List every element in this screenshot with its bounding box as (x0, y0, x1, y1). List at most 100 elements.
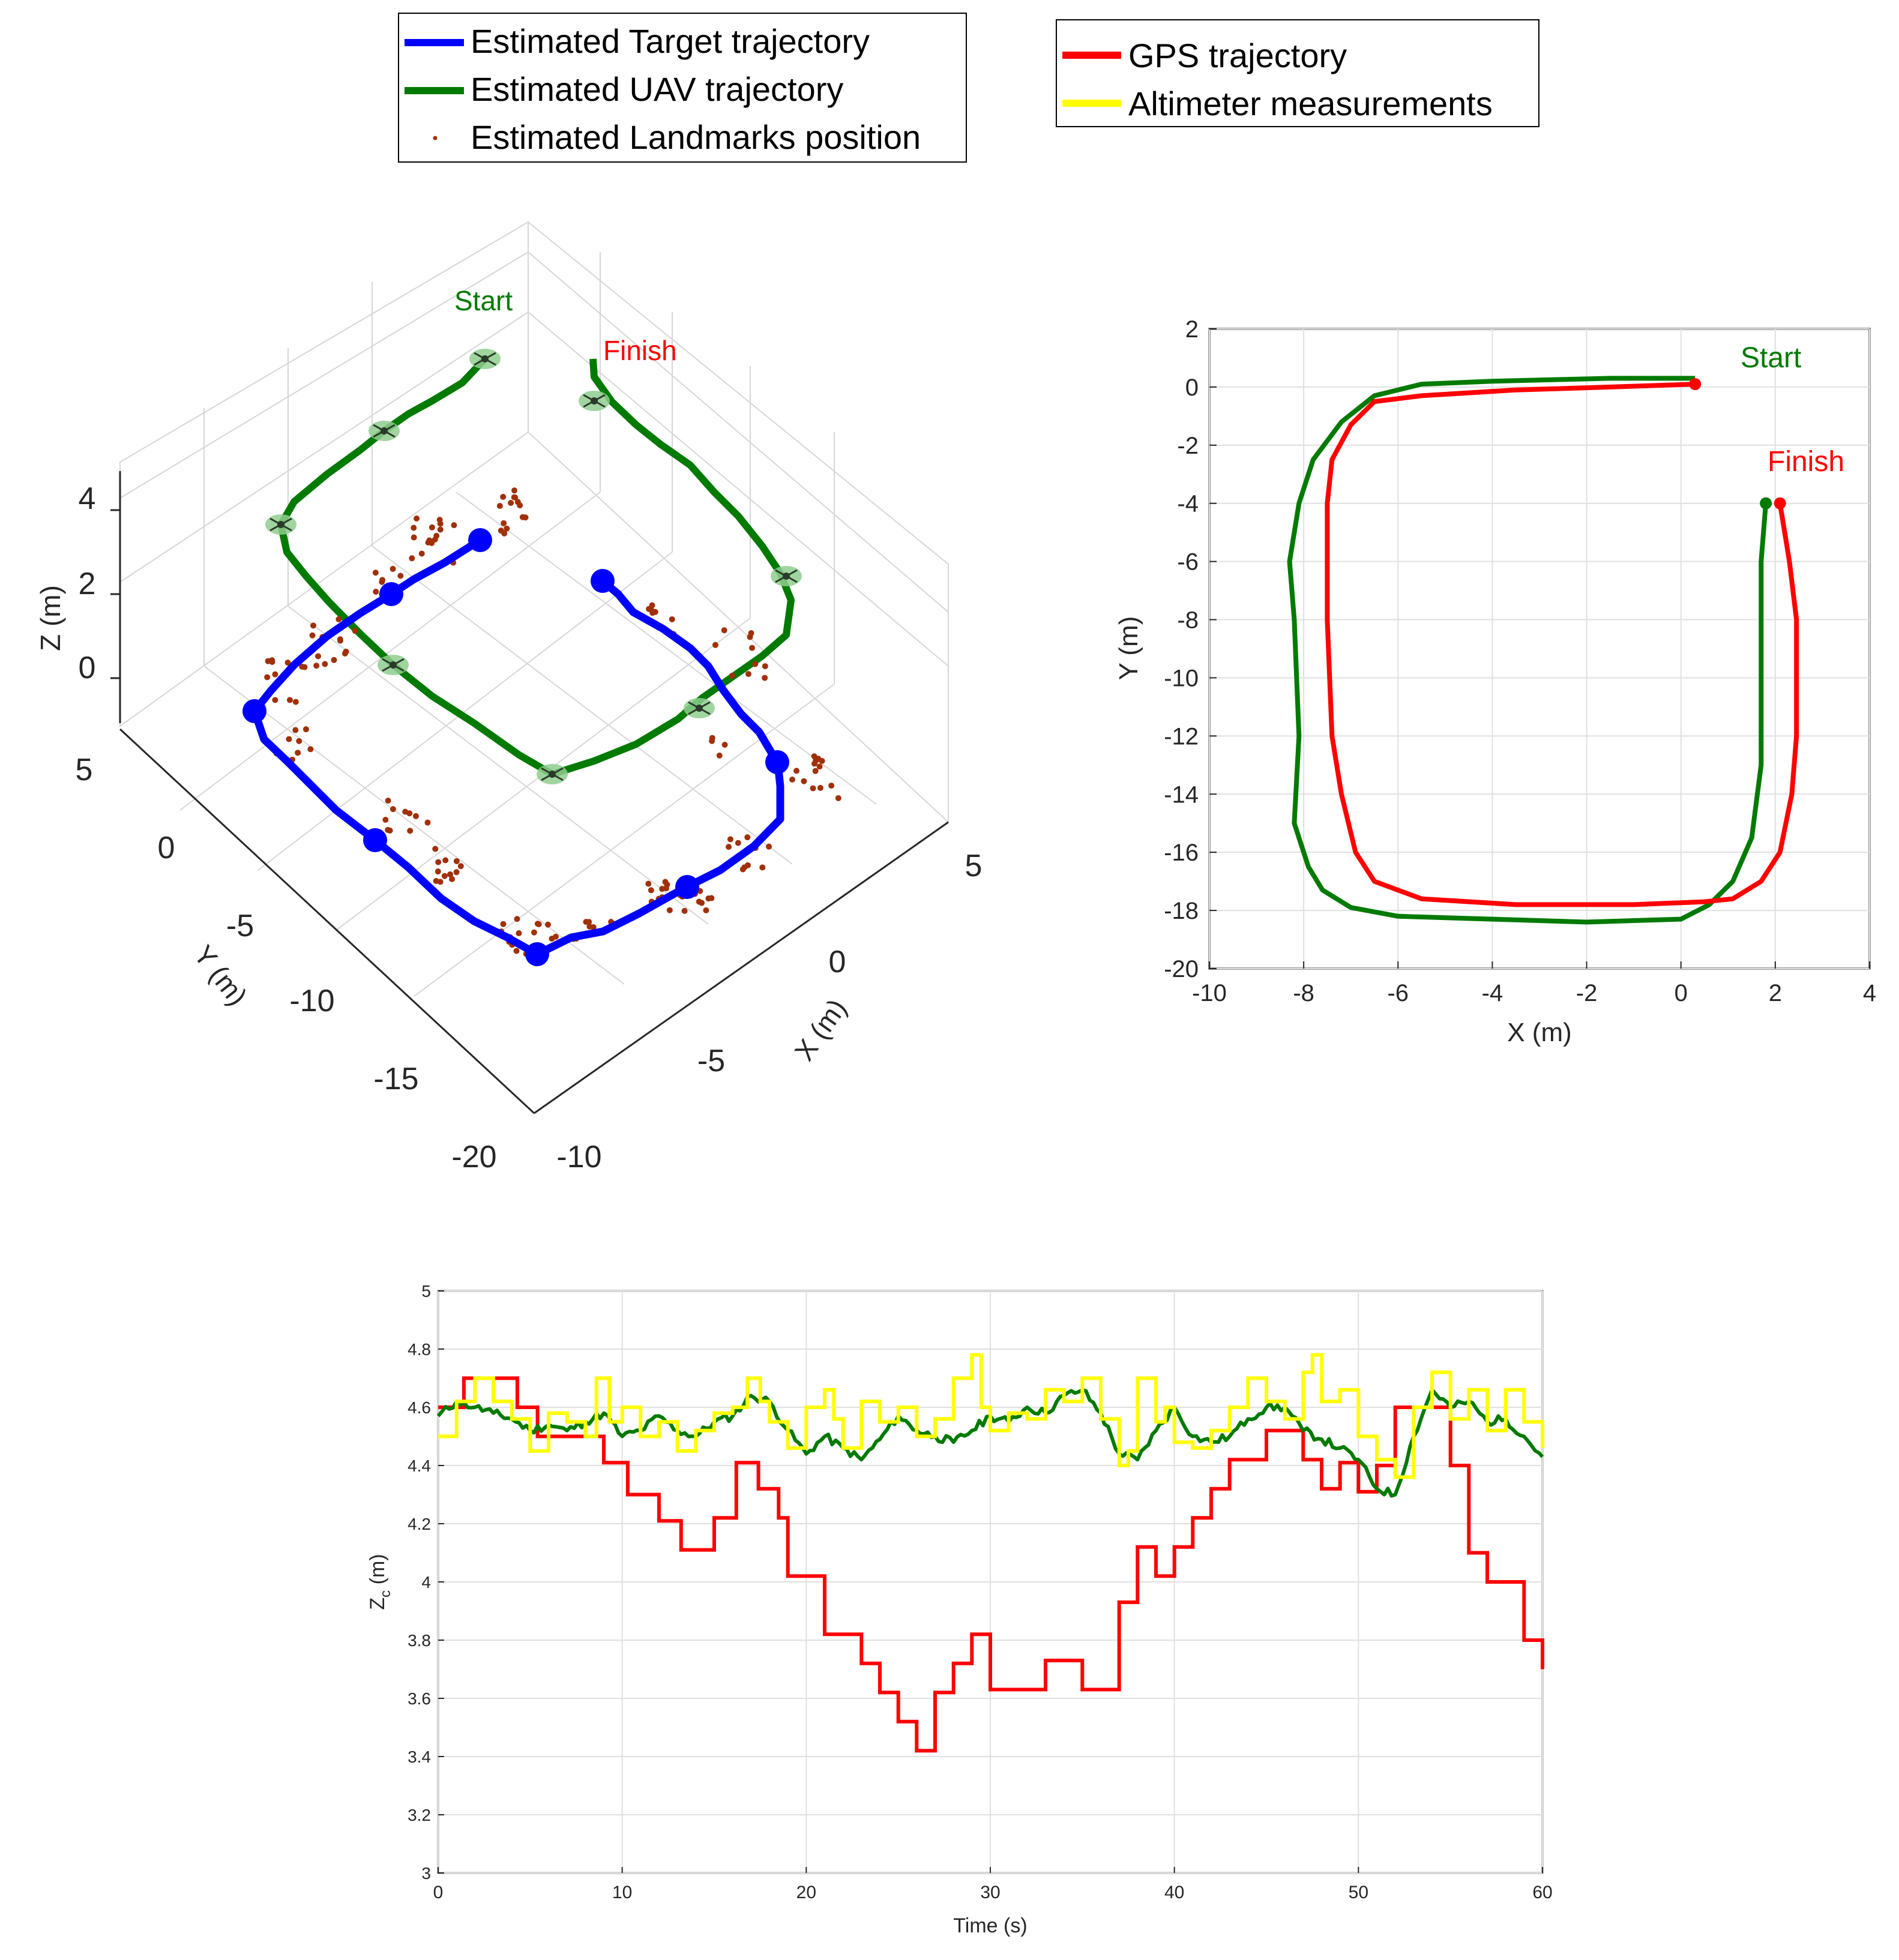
finish-label-3d: Finish (603, 335, 677, 366)
landmark-point (372, 570, 379, 576)
plot-3d: Start Finish 4 2 0 5 0 -5 -10 -15 -20 -1… (35, 221, 982, 1174)
plot2d-ytick-label: -2 (1177, 433, 1199, 459)
legend-landmark-label: Estimated Landmarks position (471, 118, 921, 156)
landmark-point (411, 525, 417, 531)
landmark-point (448, 876, 455, 882)
plotz-ticks: 0 10 20 30 40 50 60 5 4.8 4.6 4.4 4.2 4 3.8 3.6 3.4 3.2 3 (408, 1282, 1553, 1902)
landmark-point (514, 916, 520, 922)
landmark-point (739, 866, 746, 873)
landmark-point (721, 627, 727, 634)
landmark-point (511, 487, 518, 494)
landmark-point (716, 753, 723, 759)
target-waypoints-3d (242, 528, 789, 966)
landmark-point (828, 783, 835, 789)
uav-marker (265, 514, 296, 535)
target-waypoint (242, 699, 266, 723)
finish-label-2d: Finish (1768, 446, 1844, 478)
plotz-ytick-label: 5 (421, 1282, 431, 1300)
landmark-point (292, 727, 299, 733)
landmark-point (412, 813, 419, 819)
target-waypoint (363, 828, 387, 852)
plotz-xtick-label: 10 (612, 1883, 632, 1902)
landmark-point (432, 846, 439, 852)
uav-marker-hub (381, 427, 388, 434)
plotz-xtick-label: 60 (1532, 1883, 1552, 1902)
landmark-point (712, 642, 718, 648)
uav-end-marker (1760, 497, 1772, 510)
uav-markers-3d (265, 349, 802, 784)
landmark-point (652, 609, 658, 615)
plot2d-ylabel: Y (m) (1114, 616, 1143, 681)
landmark-point (411, 534, 417, 541)
y-tick: -20 (451, 1140, 496, 1174)
landmark-point (699, 900, 705, 906)
landmark-point (390, 806, 396, 813)
legend-uav-label: Estimated UAV trajectory (471, 70, 843, 108)
landmark-point (726, 844, 732, 850)
plot2d-ytick-label: -14 (1164, 781, 1199, 808)
legend-left: Estimated Target trajectory Estimated UA… (398, 13, 967, 163)
z-axis-label: Z (m) (35, 585, 66, 651)
landmark-point (429, 524, 435, 531)
landmark-point (292, 699, 299, 705)
uav-marker-hub (591, 397, 598, 404)
landmark-point (382, 817, 389, 823)
landmark-point (418, 550, 425, 557)
plot2d-grid (1209, 328, 1870, 969)
target-waypoint (591, 569, 615, 593)
landmark-point (816, 763, 823, 770)
landmark-point (762, 663, 768, 670)
gps-start-marker (1689, 378, 1702, 391)
landmark-point (535, 921, 542, 928)
landmark-point (549, 936, 555, 942)
plotz-ytick-label: 4.8 (408, 1340, 431, 1359)
plotz-xtick-label: 50 (1349, 1883, 1368, 1902)
uav-marker-hub (549, 771, 556, 778)
plot2d-xtick-label: -8 (1293, 980, 1314, 1006)
legend-gps-label: GPS trajectory (1128, 37, 1347, 74)
landmark-point (703, 907, 709, 913)
landmark-point (812, 768, 819, 774)
plot2d-ytick-label: -18 (1164, 898, 1199, 924)
target-waypoint (675, 875, 699, 899)
landmark-point (315, 653, 322, 660)
landmark-point (500, 493, 507, 500)
landmark-point (811, 753, 817, 760)
landmark-point (729, 672, 735, 679)
uav-trajectory-3d (277, 356, 795, 778)
y-tick: -10 (289, 984, 334, 1018)
landmark-point (435, 868, 441, 875)
landmark-point (708, 895, 715, 901)
landmark-point (457, 863, 464, 870)
landmark-point (264, 674, 271, 681)
uav-marker (378, 655, 409, 675)
landmark-point (379, 577, 386, 583)
plotz-ytick-label: 3.2 (408, 1806, 431, 1824)
landmark-point (721, 741, 728, 748)
landmark-point (586, 923, 593, 930)
landmark-point (286, 736, 292, 742)
landmark-point (663, 885, 670, 892)
plotz-ylabel-main: Z (366, 1598, 389, 1610)
landmark-point (313, 663, 320, 669)
landmark-point (435, 859, 442, 865)
x-tick: -5 (697, 1044, 725, 1078)
plotz-ylabel: Zc (m) (366, 1554, 394, 1610)
landmark-point (766, 843, 772, 850)
y-tick: -5 (226, 909, 254, 943)
target-waypoint (765, 750, 789, 774)
plotz-ytick-label: 3.8 (408, 1631, 431, 1650)
legend-right: GPS trajectory Altimeter measurements (1056, 19, 1539, 127)
plotz-ytick-label: 4.4 (408, 1456, 431, 1475)
landmark-point (286, 697, 293, 703)
y-tick: -15 (373, 1062, 418, 1096)
landmark-point (745, 671, 752, 678)
landmark-point (409, 555, 415, 562)
landmark-point (749, 645, 756, 651)
target-waypoint (525, 942, 549, 966)
plotz-xtick-label: 30 (980, 1883, 1000, 1902)
plot2d-xtick-label: 4 (1863, 980, 1876, 1006)
gps-end-marker (1774, 497, 1786, 510)
uav-marker-hub (696, 705, 703, 712)
plot2d-ytick-label: -12 (1164, 723, 1199, 750)
